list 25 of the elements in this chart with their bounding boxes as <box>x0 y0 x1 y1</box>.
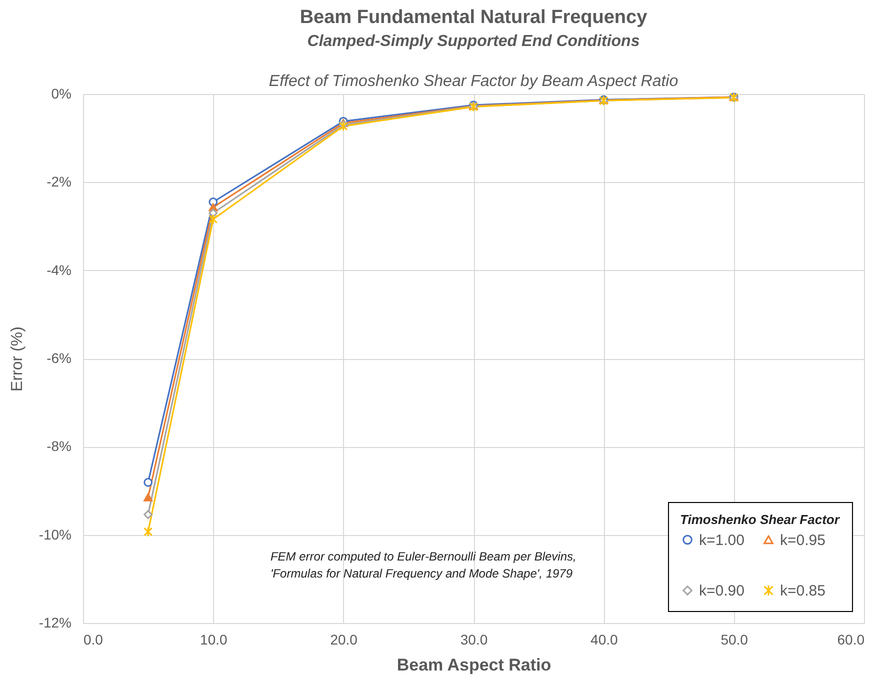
y-tick-label: -8% <box>46 438 72 454</box>
y-tick-label: -12% <box>38 614 72 630</box>
chart-title: Beam Fundamental Natural Frequency <box>300 7 648 28</box>
x-tick-label: 60.0 <box>837 632 865 648</box>
y-tick-label: -4% <box>46 262 72 278</box>
y-tick-label: -10% <box>38 526 72 542</box>
x-tick-label: 30.0 <box>460 632 488 648</box>
x-tick-label: 10.0 <box>200 632 228 648</box>
x-tick-label: 50.0 <box>720 632 748 648</box>
text: Effect of Timoshenko Shear Factor by Beam Aspect Ratio <box>268 73 678 90</box>
legend-label: k=0.90 <box>699 582 744 600</box>
x-tick-label: 40.0 <box>590 632 618 648</box>
y-tick-label: -6% <box>46 350 72 366</box>
legend-title: Timoshenko Shear Factor <box>680 512 840 527</box>
legend-label: k=1.00 <box>699 532 744 549</box>
x-tick-label: 0.0 <box>84 632 104 648</box>
chart-subtitle: Clamped-Simply Supported End Conditions <box>307 33 640 50</box>
y-tick-label: -2% <box>46 174 72 190</box>
annotation: FEM error computed to Euler-Bernoulli Beam per Blevins, 'Formulas for Natural Frequency and Mode Shape', 1979 <box>270 550 576 581</box>
x-axis-title: Beam Aspect Ratio <box>396 656 552 674</box>
legend-label: k=0.95 <box>780 532 826 549</box>
y-tick-label: 0% <box>51 86 72 102</box>
x-tick-label: 20.0 <box>330 632 358 648</box>
y-axis-title: Error (%) <box>8 326 26 392</box>
legend-label: k=0.85 <box>780 582 826 600</box>
